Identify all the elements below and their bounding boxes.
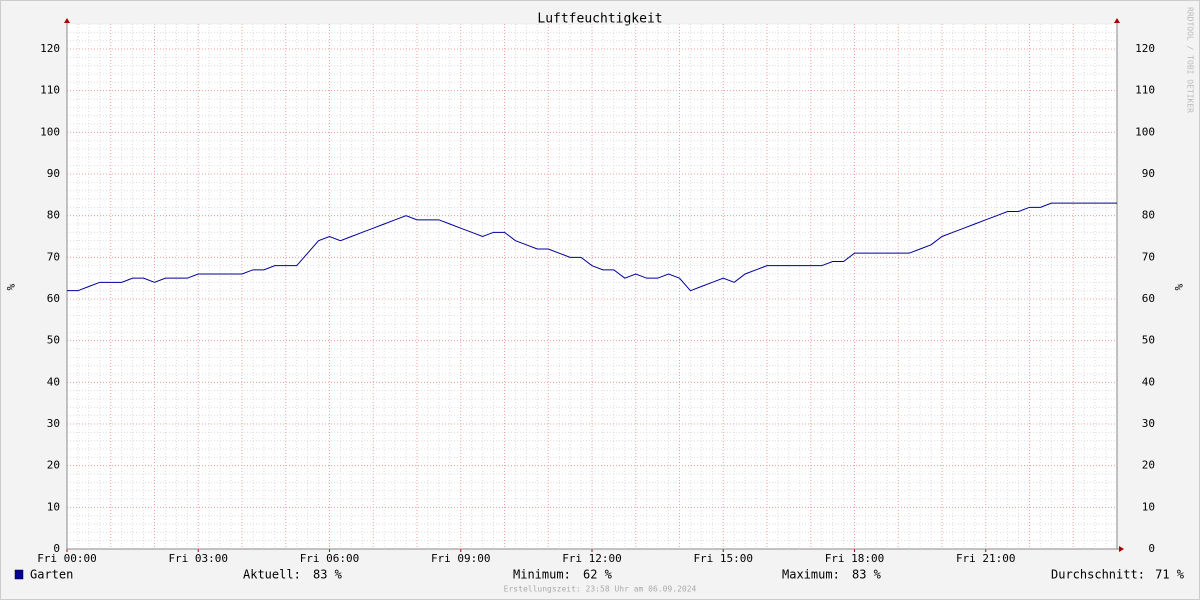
x-tick-label: Fri 12:00 <box>562 552 622 565</box>
y-tick-label: 110 <box>1135 84 1155 97</box>
y-tick-label: 120 <box>1135 42 1155 55</box>
y-tick-label: 30 <box>47 417 60 430</box>
y-tick-label: 20 <box>47 459 60 472</box>
y-axis-label: % <box>1172 284 1185 291</box>
stat-value: 83 % <box>852 568 882 582</box>
y-tick-label: 80 <box>1142 209 1155 222</box>
x-tick-label: Fri 03:00 <box>168 552 228 565</box>
y-tick-label: 60 <box>1142 292 1155 305</box>
y-tick-label: 60 <box>47 292 60 305</box>
data-line <box>67 202 1117 292</box>
y-tick-label: 0 <box>53 542 60 555</box>
y-tick-label: 40 <box>1142 375 1155 388</box>
stat-value: 83 % <box>313 568 343 582</box>
axis-arrow <box>1119 546 1124 552</box>
stat-label: Maximum: <box>782 568 840 582</box>
stat-value: 71 % <box>1155 568 1185 582</box>
y-axis-label: % <box>4 284 17 291</box>
y-tick-label: 20 <box>1142 459 1155 472</box>
x-tick-label: Fri 00:00 <box>37 552 97 565</box>
y-tick-label: 110 <box>40 84 60 97</box>
y-tick-label: 90 <box>1142 167 1155 180</box>
legend-swatch <box>14 569 24 580</box>
chart-title: Luftfeuchtigkeit <box>537 12 662 27</box>
stat-label: Minimum: <box>513 568 571 582</box>
y-tick-label: 50 <box>1142 334 1155 347</box>
footer: Erstellungszeit: 23:58 Uhr am 06.09.2024 <box>504 585 697 594</box>
y-tick-label: 100 <box>1135 125 1155 138</box>
y-tick-label: 120 <box>40 42 60 55</box>
axis-arrow <box>64 18 70 23</box>
y-tick-label: 10 <box>1142 500 1155 513</box>
y-tick-label: 80 <box>47 209 60 222</box>
y-tick-label: 70 <box>1142 250 1155 263</box>
y-tick-label: 90 <box>47 167 60 180</box>
y-tick-label: 30 <box>1142 417 1155 430</box>
axis-arrow <box>1114 18 1120 23</box>
y-tick-label: 100 <box>40 125 60 138</box>
y-tick-label: 10 <box>47 500 60 513</box>
x-tick-label: Fri 18:00 <box>825 552 885 565</box>
y-tick-label: 70 <box>47 250 60 263</box>
y-tick-label: 50 <box>47 334 60 347</box>
stat-label: Aktuell: <box>243 568 301 582</box>
watermark: RRDTOOL / TOBI OETIKER <box>1186 7 1195 113</box>
y-tick-label: 0 <box>1148 542 1155 555</box>
x-tick-label: Fri 21:00 <box>956 552 1016 565</box>
stat-label: Durchschnitt: <box>1051 568 1145 582</box>
stat-value: 62 % <box>583 568 613 582</box>
x-tick-label: Fri 09:00 <box>431 552 491 565</box>
x-tick-label: Fri 15:00 <box>693 552 753 565</box>
legend-label: Garten <box>30 568 73 582</box>
y-tick-label: 40 <box>47 375 60 388</box>
x-tick-label: Fri 06:00 <box>300 552 360 565</box>
